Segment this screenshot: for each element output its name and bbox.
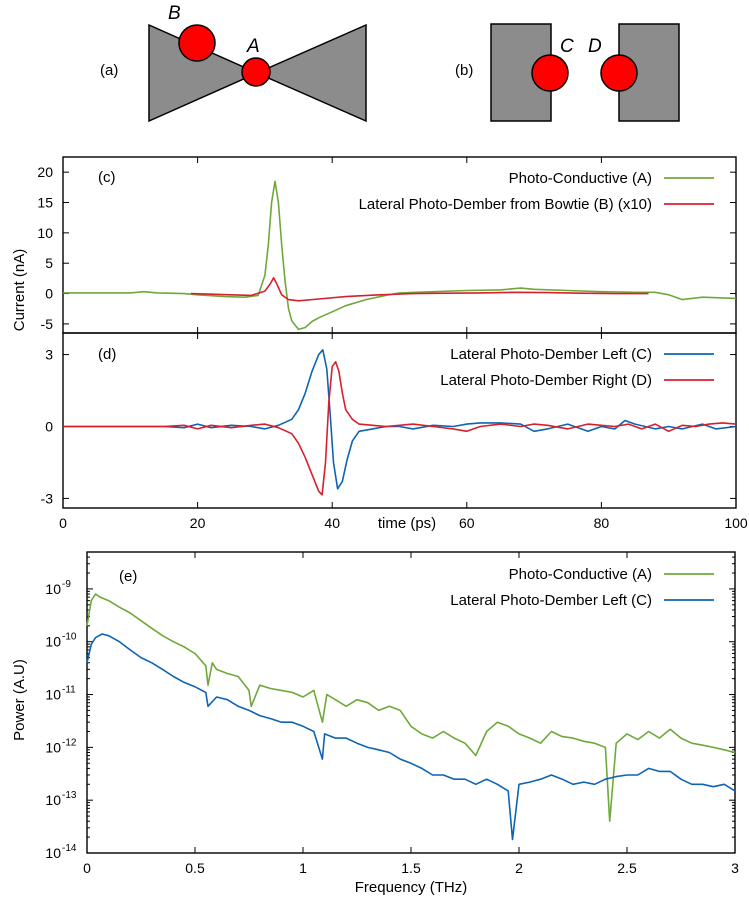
series-c — [63, 180, 737, 331]
series-line-1 — [86, 593, 736, 822]
xlabel-e: Frequency (THz) — [355, 879, 468, 896]
series-line-1 — [63, 180, 737, 331]
series-e — [86, 593, 736, 841]
legend-label-d1: Lateral Photo-Dember Left (C) — [450, 346, 652, 363]
series-line-2 — [86, 633, 736, 841]
ylabel-e: Power (A.U) — [11, 659, 28, 741]
chart-panel-d: 0 20 40 60 80 100 -3 0 3 (d) time (ps) Lateral P… — [41, 332, 748, 532]
x-tick-label: 1 — [299, 860, 307, 876]
y-tick-label: 10 — [45, 792, 61, 808]
y-tick-exponent: -9 — [62, 579, 71, 590]
series-line-2 — [190, 277, 649, 302]
x-tick-label: 40 — [324, 515, 340, 531]
panel-label-b: (b) — [455, 62, 473, 79]
y-tick-label: 10 — [45, 634, 61, 650]
ylabel-c: Current (nA) — [11, 249, 28, 332]
schematic-a: (a) B A — [100, 3, 367, 123]
x-tick-label: 100 — [724, 515, 748, 531]
y-tick-exponent: -13 — [62, 790, 77, 801]
x-tick-label: 0.5 — [185, 860, 205, 876]
x-tick-label: 0 — [83, 860, 91, 876]
x-tick-label: 60 — [459, 515, 475, 531]
axes-e: 0 0.5 1 1.5 2 2.5 310-1410-1310-1210-1110-1010… — [45, 551, 739, 876]
x-tick-label: 2 — [515, 860, 523, 876]
y-tick-exponent: -12 — [62, 737, 77, 748]
legend-label-e1: Photo-Conductive (A) — [509, 566, 652, 583]
y-tick-label: 0 — [45, 286, 53, 302]
legend-label-c1: Photo-Conductive (A) — [509, 170, 652, 187]
legend-label-d2: Lateral Photo-Dember Right (D) — [440, 372, 652, 389]
legend-label-c2: Lateral Photo-Dember from Bowtie (B) (x1… — [359, 196, 652, 213]
x-tick-label: 1.5 — [401, 860, 421, 876]
y-tick-label: 10 — [45, 687, 61, 703]
x-tick-label: 0 — [59, 515, 67, 531]
legend-d: Lateral Photo-Dember Left (C) Lateral Ph… — [440, 346, 714, 389]
y-tick-label: 10 — [45, 581, 61, 597]
series-line-2 — [63, 361, 737, 496]
y-tick-label: 3 — [45, 347, 53, 363]
panel-tag-d: (d) — [98, 346, 116, 363]
y-tick-label: 20 — [37, 164, 53, 180]
x-tick-label: 3 — [731, 860, 739, 876]
y-tick-label: 10 — [45, 739, 61, 755]
x-tick-label: 80 — [594, 515, 610, 531]
legend-c: Photo-Conductive (A) Lateral Photo-Dembe… — [359, 170, 714, 213]
series-d — [63, 349, 737, 496]
y-tick-exponent: -10 — [62, 632, 77, 643]
y-tick-label: 15 — [37, 195, 53, 211]
y-tick-label: 10 — [45, 845, 61, 861]
panel-tag-e: (e) — [119, 568, 137, 585]
chart-panel-e: 0 0.5 1 1.5 2 2.5 310-1410-1310-1210-1110-1010… — [11, 551, 739, 896]
axes-frame-d — [62, 332, 737, 509]
y-tick-label: 0 — [45, 418, 53, 434]
y-tick-label: -5 — [41, 316, 54, 332]
panel-tag-c: (c) — [98, 169, 116, 186]
legend-e: Photo-Conductive (A) Lateral Photo-Dembe… — [450, 566, 714, 609]
y-tick-label: -3 — [41, 490, 54, 506]
y-tick-exponent: -14 — [62, 843, 77, 854]
label-b: B — [168, 3, 181, 24]
panel-label-a: (a) — [100, 62, 118, 79]
spot-c — [531, 54, 569, 92]
spot-d — [600, 54, 638, 92]
chart-panel-c: -5 0 5 10 15 20 (c) Current (nA) Photo-Conduc… — [11, 156, 737, 334]
xlabel-d: time (ps) — [378, 515, 436, 532]
label-a: A — [246, 36, 260, 57]
x-tick-label: 2.5 — [617, 860, 637, 876]
spot-a — [241, 57, 271, 87]
schematic-b: (b) C D — [455, 23, 680, 122]
label-d: D — [588, 36, 602, 57]
bowtie-right-triangle — [255, 23, 367, 123]
y-tick-label: 5 — [45, 255, 53, 271]
spot-b — [178, 24, 216, 62]
x-tick-label: 20 — [190, 515, 206, 531]
legend-label-e2: Lateral Photo-Dember Left (C) — [450, 592, 652, 609]
axes-c: -5 0 5 10 15 20 — [37, 157, 737, 333]
label-c: C — [560, 36, 574, 57]
y-tick-exponent: -11 — [62, 685, 76, 696]
series-line-1 — [63, 349, 737, 490]
y-tick-label: 10 — [37, 225, 53, 241]
